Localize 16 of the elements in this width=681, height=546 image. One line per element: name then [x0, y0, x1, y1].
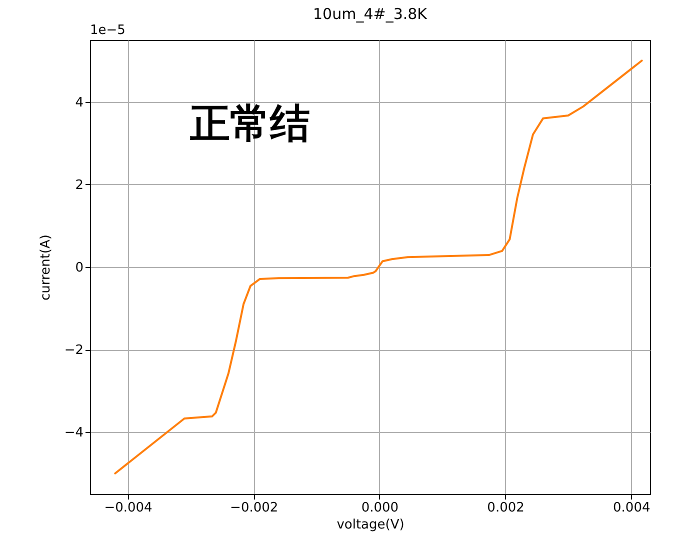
x-tick-label: 0.000 — [361, 500, 399, 516]
y-tick-label: 0 — [75, 260, 84, 276]
y-tick-label: 4 — [75, 95, 84, 110]
annotation: 正常结 — [189, 101, 310, 147]
x-axis-title: voltage(V) — [336, 518, 404, 532]
x-tick-label: −0.002 — [230, 500, 278, 516]
chart-title: 10um_4#_3.8K — [312, 5, 428, 23]
y-tick-label: 2 — [75, 178, 84, 193]
y-tick-label: −2 — [64, 343, 84, 358]
line-series — [114, 60, 643, 474]
y-axis-title: current(A) — [38, 234, 54, 300]
x-tick-label: 0.004 — [613, 500, 650, 516]
text: 1e−5 — [90, 23, 126, 38]
x-tick-label: −0.004 — [104, 500, 152, 516]
x-tick-label: 0.002 — [487, 500, 524, 516]
y-tick-label: −4 — [64, 426, 84, 441]
